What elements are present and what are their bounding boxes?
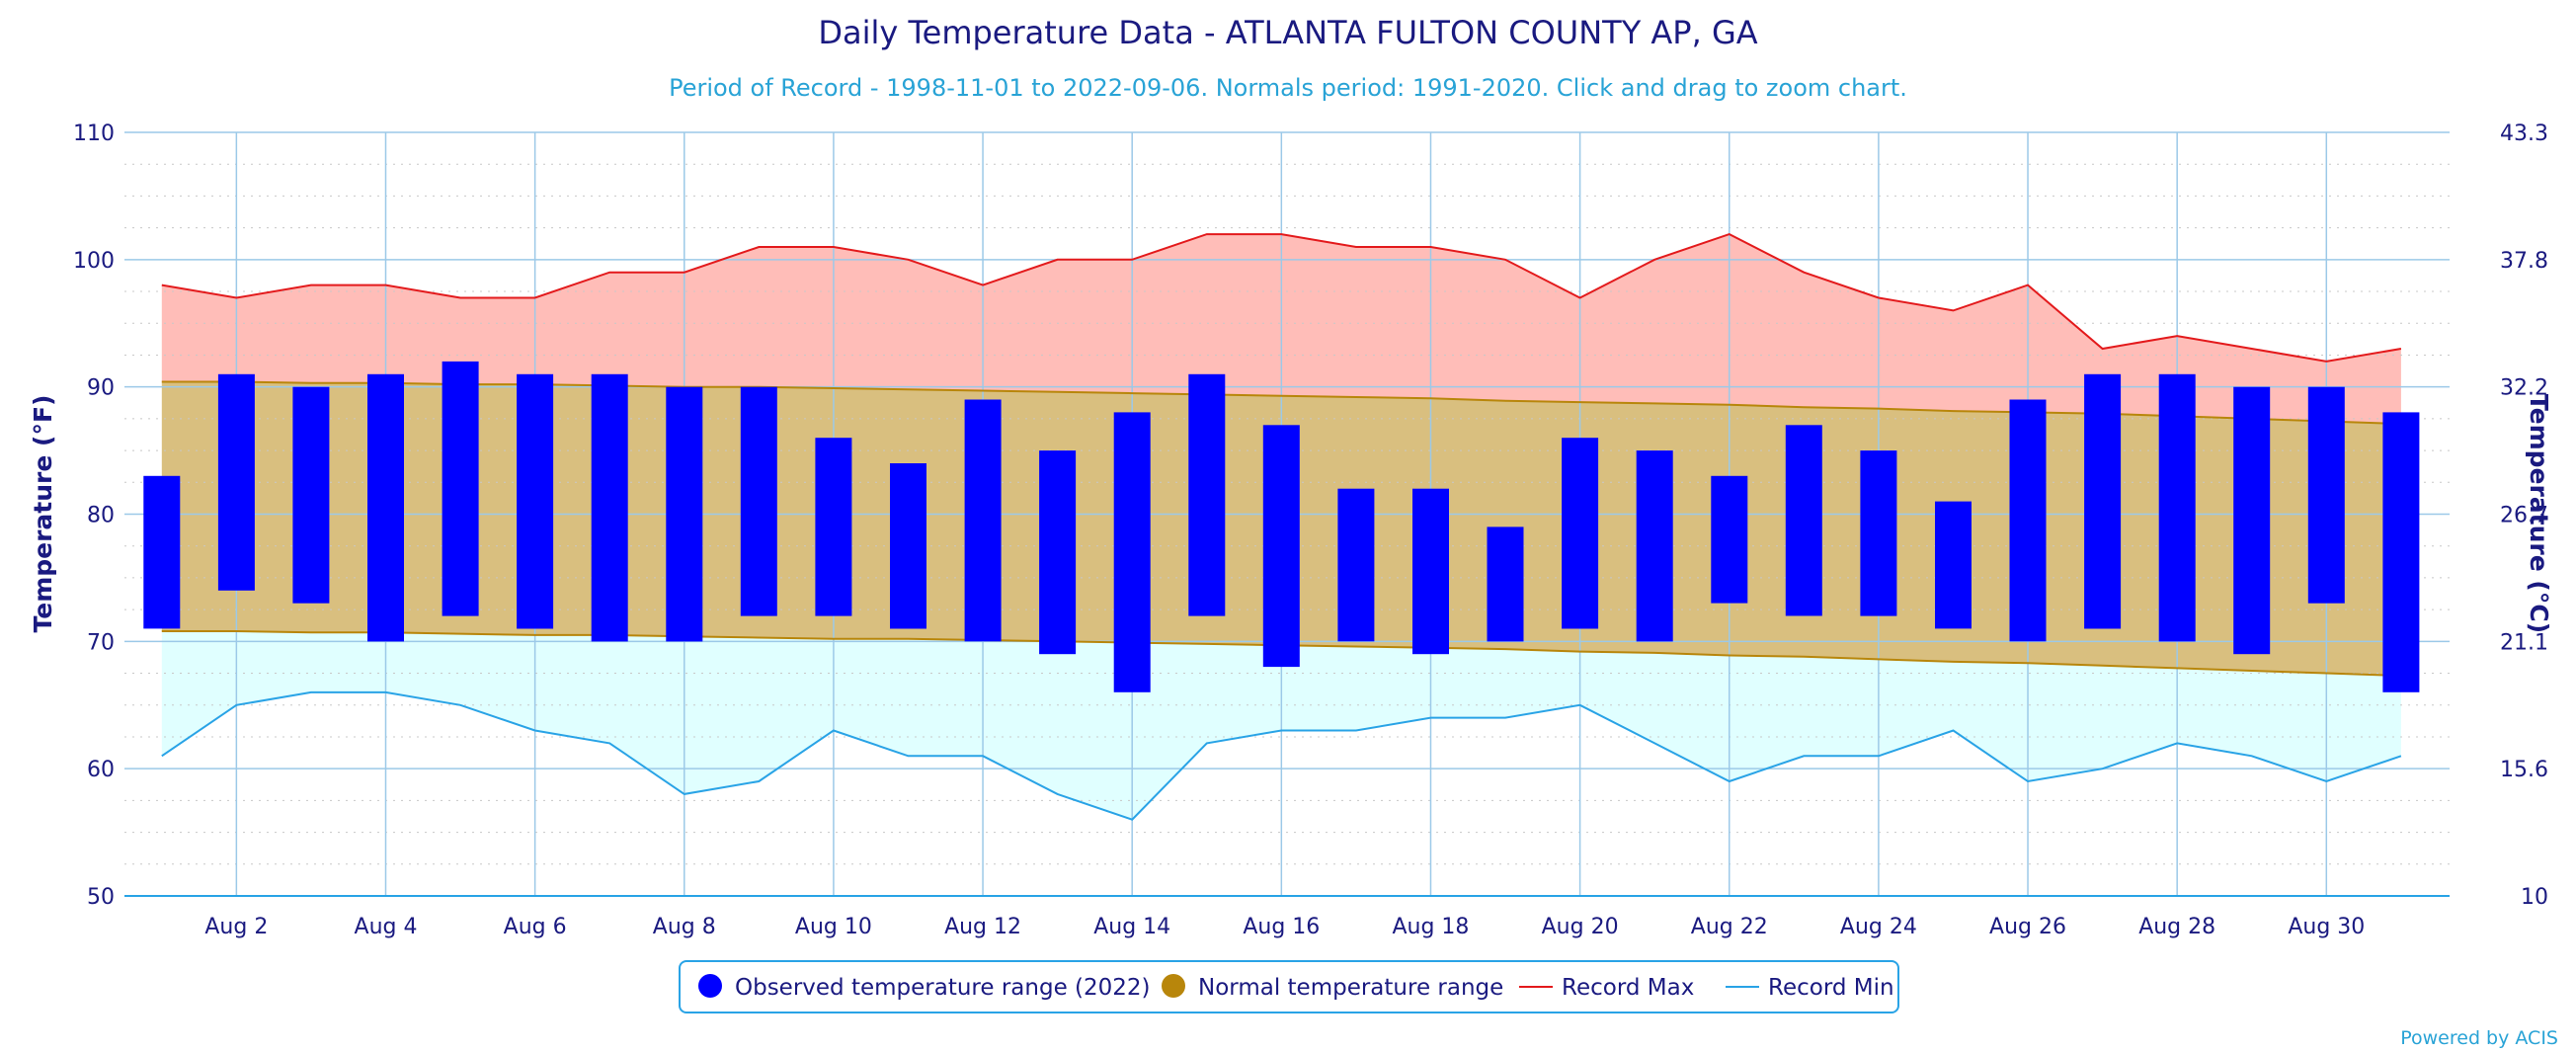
observed-range-bar (2158, 373, 2196, 642)
y-tick-label-left: 70 (87, 630, 115, 655)
legend-record-min-label: Record Min (1768, 975, 1894, 1001)
legend-box (679, 960, 1899, 1013)
observed-range-bar (2009, 399, 2047, 642)
observed-range-bar (1785, 425, 1822, 616)
legend-normal-marker (1162, 974, 1185, 998)
observed-range-bar (442, 361, 479, 616)
observed-range-bar (890, 463, 926, 629)
observed-range-bar (217, 373, 255, 591)
observed-range-bar (591, 373, 628, 642)
y-tick-label-right: 21.1 (2500, 630, 2548, 655)
observed-range-bar (666, 386, 703, 642)
legend-observed-marker (698, 974, 722, 998)
y-tick-label-left: 80 (87, 504, 115, 528)
y-axis-title-left: Temperature (°F) (29, 395, 57, 633)
observed-range-bar (367, 373, 404, 642)
observed-range-bar (2307, 386, 2345, 604)
x-tick-label: Aug 16 (1243, 915, 1320, 939)
x-tick-label: Aug 4 (355, 915, 418, 939)
record-min-line (161, 690, 2402, 821)
x-tick-label: Aug 26 (1989, 915, 2066, 939)
observed-range-bar (1188, 373, 1226, 616)
legend-item-record-max[interactable]: Record Max (1519, 975, 1694, 1001)
axes: 50 10 60 15.6 70 21.1 80 26.7 90 32.2 100 37.8 110 43… (73, 122, 2548, 939)
observed-range-bar (1935, 501, 1972, 629)
legend-record-max-label: Record Max (1562, 975, 1694, 1001)
record-max-line (161, 233, 2402, 363)
x-tick-label: Aug 18 (1392, 915, 1469, 939)
x-tick-label: Aug 20 (1542, 915, 1619, 939)
observed-range-bar (1636, 450, 1673, 642)
observed-range-bar (1262, 425, 1300, 668)
y-tick-label-right: 10 (2521, 885, 2548, 910)
observed-range-bar (1412, 488, 1449, 655)
y-tick-label-left: 50 (87, 885, 115, 910)
observed-range-bar (1711, 475, 1748, 604)
x-tick-label: Aug 14 (1093, 915, 1170, 939)
chart-subtitle: Period of Record - 1998-11-01 to 2022-09… (669, 74, 1907, 102)
x-tick-label: Aug 8 (653, 915, 716, 939)
observed-bars (143, 361, 2420, 692)
x-tick-label: Aug 12 (944, 915, 1021, 939)
observed-range-bar (964, 399, 1002, 642)
chart-title: Daily Temperature Data - ATLANTA FULTON … (818, 14, 1757, 51)
y-tick-label-right: 32.2 (2500, 376, 2548, 401)
y-tick-label-left: 60 (87, 758, 115, 782)
legend-item-observed[interactable]: Observed temperature range (2022) (698, 974, 1151, 1001)
y-tick-label-right: 43.3 (2500, 122, 2548, 146)
observed-range-bar (2233, 386, 2271, 655)
observed-range-bar (1113, 412, 1151, 692)
observed-range-bar (815, 438, 852, 616)
observed-range-bar (143, 475, 181, 629)
x-tick-label: Aug 22 (1691, 915, 1768, 939)
observed-range-bar (2084, 373, 2122, 629)
y-tick-label-left: 110 (73, 122, 115, 146)
observed-range-bar (1039, 450, 1077, 655)
x-tick-label: Aug 30 (2288, 915, 2365, 939)
y-tick-label-left: 100 (73, 249, 115, 274)
observed-range-bar (1487, 526, 1524, 642)
legend-observed-label: Observed temperature range (2022) (735, 975, 1151, 1001)
observed-range-bar (1337, 488, 1375, 642)
y-tick-label-right: 26.7 (2500, 504, 2548, 528)
observed-range-bar (2382, 412, 2420, 692)
legend-normal-label: Normal temperature range (1198, 975, 1503, 1001)
observed-range-bar (292, 386, 330, 604)
x-tick-label: Aug 24 (1840, 915, 1917, 939)
legend-item-record-min[interactable]: Record Min (1726, 975, 1894, 1001)
y-axis-title-right: Temperature (°C) (2525, 394, 2553, 633)
y-tick-label-left: 90 (87, 376, 115, 401)
x-tick-label: Aug 10 (795, 915, 872, 939)
powered-by-credit[interactable]: Powered by ACIS (2400, 1027, 2558, 1049)
y-tick-label-right: 15.6 (2500, 758, 2548, 782)
x-tick-label: Aug 28 (2138, 915, 2215, 939)
x-tick-label: Aug 6 (504, 915, 567, 939)
observed-range-bar (1562, 438, 1599, 629)
observed-range-bar (1860, 450, 1897, 616)
observed-range-bar (740, 386, 777, 616)
legend-item-normal[interactable]: Normal temperature range (1162, 974, 1503, 1001)
x-tick-label: Aug 2 (204, 915, 268, 939)
observed-range-bar (517, 373, 554, 629)
y-tick-label-right: 37.8 (2500, 249, 2548, 274)
legend[interactable]: Observed temperature range (2022) Normal… (679, 960, 1899, 1013)
